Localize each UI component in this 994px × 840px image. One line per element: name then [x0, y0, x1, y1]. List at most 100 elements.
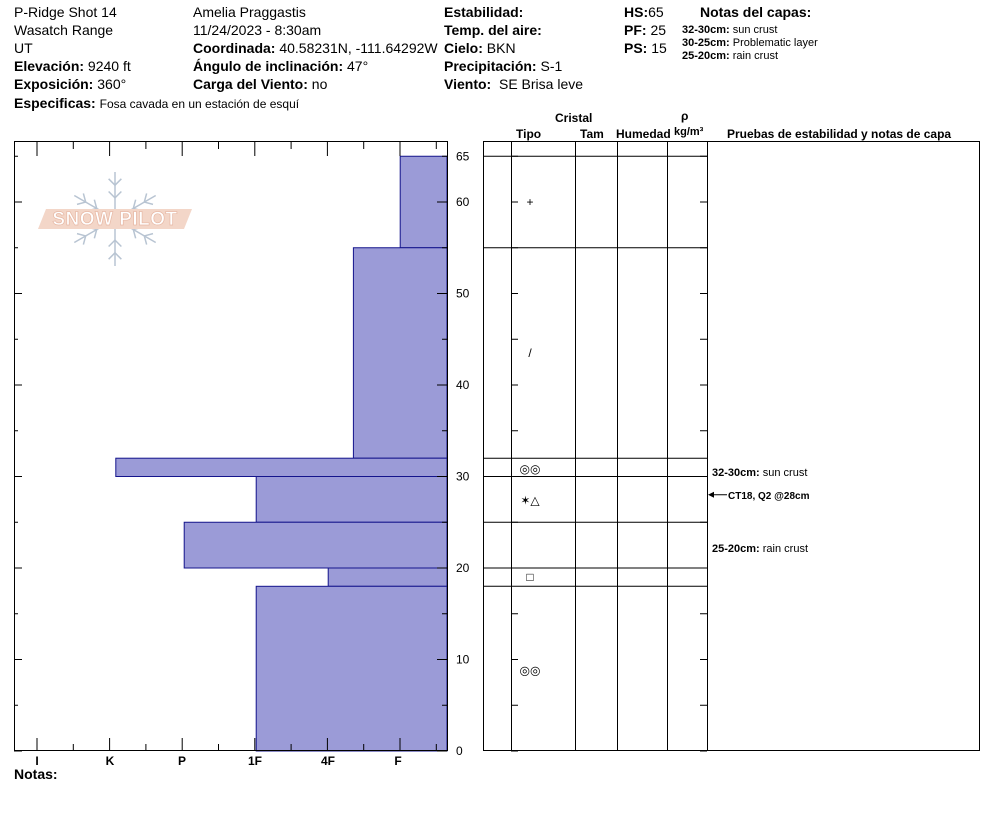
hardness-axis-labels: I K P 1F 4F F — [35, 754, 401, 768]
snowflake-branch — [76, 201, 86, 206]
moisture-header: Humedad — [616, 127, 671, 141]
snowflake-branch — [93, 229, 98, 239]
depth-label: 0 — [456, 744, 463, 758]
hardness-bottom-ticks — [36, 738, 437, 751]
wind-loading-row: Carga del Viento: no — [193, 76, 327, 92]
density-unit-header: kg/m³ — [674, 126, 704, 138]
observer-name: Amelia Praggastis — [193, 4, 306, 20]
snowflake-branch — [132, 229, 137, 239]
crystal-header: Cristal — [555, 111, 593, 125]
size-header: Tam — [580, 127, 604, 141]
snowflake-branch — [108, 252, 116, 260]
slope-value: 47° — [347, 58, 369, 74]
pf-row: PF: 25 — [624, 22, 666, 38]
elevation-value: 9240 ft — [87, 58, 131, 74]
snowflake-branch — [82, 235, 87, 245]
precip-row: Precipitación: S-1 — [444, 58, 562, 74]
pf-label: PF: — [624, 22, 647, 38]
layer-note-range: 25-20cm: — [682, 50, 730, 62]
coordinate-label: Coordinada: — [193, 40, 276, 56]
depth-right-ticks — [437, 155, 447, 752]
snowflake-branch — [108, 239, 116, 248]
specifics-value: Fosa cavada en un estación de esquí — [99, 97, 300, 111]
depth-axis-labels: 0 10 20 30 40 50 60 65 — [456, 149, 470, 758]
slope-row: Ángulo de inclinación: 47° — [193, 58, 368, 74]
depth-label: 20 — [456, 561, 470, 575]
specifics-label: Especificas: — [14, 95, 96, 111]
precip-label: Precipitación: — [444, 58, 537, 74]
wind-row: Viento: SE Brisa leve — [444, 76, 583, 92]
sky-value: BKN — [486, 40, 516, 56]
hardness-bar — [255, 476, 448, 523]
grain-type-symbols: + / ◎◎ ✶△ □ ◎◎ — [520, 195, 541, 677]
sky-label: Cielo: — [444, 40, 483, 56]
snowpilot-logo: SNOW PILOT — [38, 172, 192, 266]
range-name: Wasatch Range — [14, 22, 114, 38]
wind-label: Viento: — [444, 76, 492, 92]
air-temp-label: Temp. del aire: — [444, 22, 542, 38]
snowflake-branch — [144, 201, 154, 206]
snowflake-branch — [132, 199, 137, 209]
snowflake-branch — [82, 193, 87, 203]
depth-left-ticks — [14, 155, 22, 752]
table-layer-note: 25-20cm: rain crust — [712, 543, 808, 555]
layer-note: 32-30cm: sun crust — [682, 24, 777, 37]
state-name: UT — [14, 40, 33, 56]
table-note-text: sun crust — [763, 467, 808, 479]
wind-loading-label: Carga del Viento: — [193, 76, 308, 92]
logo-text: SNOW PILOT — [52, 209, 177, 230]
layer-note-range: 30-25cm: — [682, 37, 730, 49]
layer-note-range: 32-30cm: — [682, 24, 730, 36]
layer-note-text: rain crust — [732, 50, 779, 62]
grain-symbol: ◎◎ — [520, 663, 541, 677]
layer-boundary-lines — [483, 155, 707, 587]
layer-note-text: Problematic layer — [732, 37, 818, 49]
snowflake-branch — [93, 199, 98, 209]
grain-symbol: ◎◎ — [520, 462, 541, 476]
hardness-top-ticks — [36, 141, 437, 156]
layer-table-frame — [483, 141, 980, 751]
table-note-range: 32-30cm: — [712, 467, 763, 479]
wind-value: SE Brisa leve — [498, 76, 584, 92]
snowflake-branch — [143, 235, 148, 245]
ps-row: PS: 15 — [624, 40, 667, 56]
coordinate-row: Coordinada: 40.58231N, -111.64292W — [193, 40, 438, 56]
hs-label: HS: — [624, 4, 649, 20]
depth-label: 40 — [456, 378, 470, 392]
table-note-text: rain crust — [763, 543, 808, 555]
sky-row: Cielo: BKN — [444, 40, 516, 56]
layer-note-text: sun crust — [732, 24, 778, 36]
snowflake-branch — [108, 190, 116, 199]
depth-label: 10 — [456, 653, 470, 667]
snowflake-branch — [108, 178, 116, 186]
table-depth-ticks — [511, 155, 707, 752]
grain-symbol: + — [526, 195, 533, 209]
hardness-label: I — [35, 754, 38, 768]
hardness-label: P — [178, 754, 186, 768]
rho-header: ρ — [681, 109, 689, 123]
notes-label: Notas: — [14, 766, 58, 782]
tests-header: Pruebas de estabilidad y notas de capa — [727, 127, 952, 141]
coordinate-value: 40.58231N, -111.64292W — [279, 40, 438, 56]
table-note-range: 25-20cm: — [712, 543, 763, 555]
snowflake-branch — [76, 232, 86, 237]
test-result: CT18, Q2 @28cm — [728, 491, 810, 502]
specifics-row: Especificas: Fosa cavada en un estación … — [14, 95, 299, 112]
hardness-label: K — [106, 754, 115, 768]
grain-symbol: □ — [526, 570, 533, 584]
layer-note: 25-20cm: rain crust — [682, 50, 778, 63]
layer-notes-title: Notas del capas: — [700, 4, 812, 20]
stability-tests: CT18, Q2 @28cm — [708, 491, 810, 502]
table-layer-note: 32-30cm: sun crust — [712, 467, 807, 479]
pf-value: 25 — [650, 22, 667, 38]
elevation-row: Elevación: 9240 ft — [14, 58, 131, 74]
ps-value: 15 — [651, 40, 667, 56]
hardness-bars — [115, 155, 448, 752]
elevation-label: Elevación: — [14, 58, 85, 74]
grain-symbol: ✶△ — [520, 493, 540, 507]
aspect-row: Exposición: 360° — [14, 76, 126, 92]
layer-note: 30-25cm: Problematic layer — [682, 37, 818, 50]
hardness-bar — [183, 521, 448, 569]
depth-label: 65 — [456, 149, 470, 163]
